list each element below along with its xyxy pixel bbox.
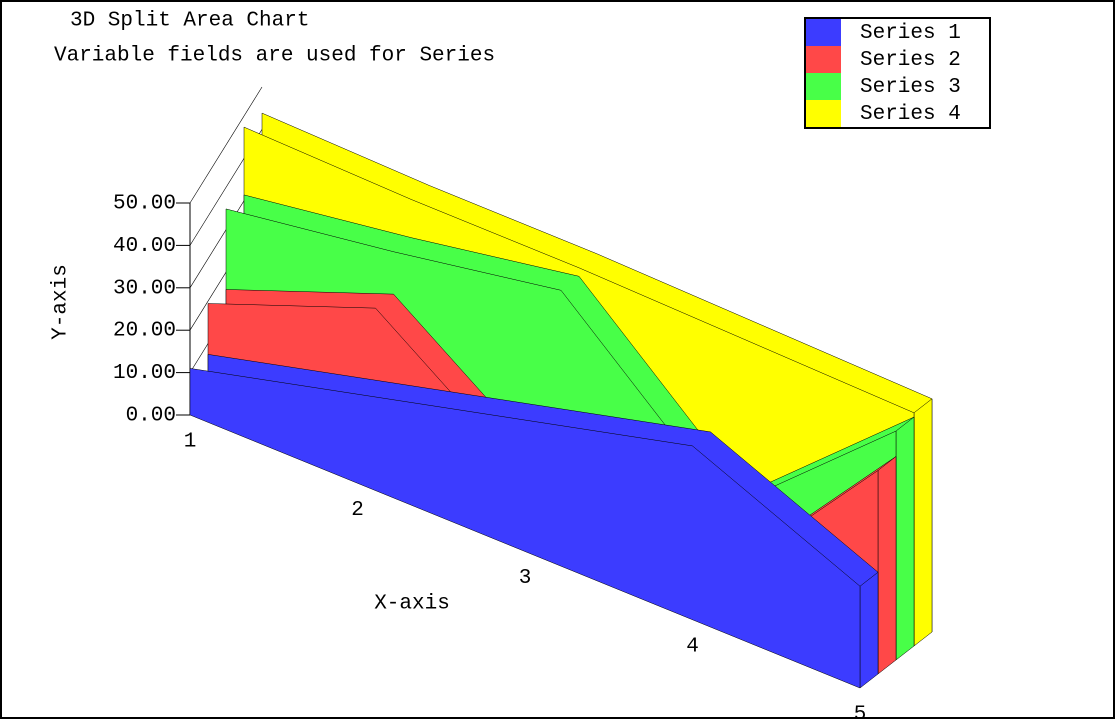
area-side: [859, 571, 879, 689]
grid-line: [189, 86, 263, 204]
y-tick-label: 10.00: [113, 362, 176, 385]
y-tick-label: 0.00: [126, 405, 176, 428]
legend-label: Series 2: [860, 49, 961, 72]
y-tick-label: 20.00: [113, 320, 176, 343]
area-side: [877, 455, 897, 675]
legend-swatch: [806, 100, 841, 127]
legend-label: Series 4: [860, 103, 961, 126]
y-tick-label: 30.00: [113, 277, 176, 300]
x-axis-label: X-axis: [374, 593, 450, 616]
x-tick-label: 4: [686, 635, 699, 658]
x-tick-label: 1: [184, 431, 197, 454]
y-axis-label: Y-axis: [50, 264, 73, 340]
legend-label: Series 3: [860, 76, 961, 99]
x-tick-label: 3: [519, 567, 532, 590]
x-tick-label: 2: [351, 499, 364, 522]
area-side: [895, 416, 915, 661]
area: [189, 368, 861, 689]
y-tick-label: 50.00: [113, 193, 176, 216]
legend-label: Series 1: [860, 22, 961, 45]
legend-swatch: [806, 19, 841, 46]
area-side: [913, 398, 933, 647]
plot-area: 0.00 10.00 20.00 30.00 40.00 50.00 1 2 3 4 5: [113, 86, 933, 719]
x-tick-label: 5: [854, 704, 867, 719]
chart-subtitle: Variable fields are used for Series: [54, 45, 495, 68]
legend: Series 1 Series 2 Series 3 Series 4: [804, 17, 991, 129]
y-tick-label: 40.00: [113, 235, 176, 258]
chart-title: 3D Split Area Chart: [70, 10, 309, 33]
legend-swatch: [806, 46, 841, 73]
legend-swatch: [806, 73, 841, 100]
